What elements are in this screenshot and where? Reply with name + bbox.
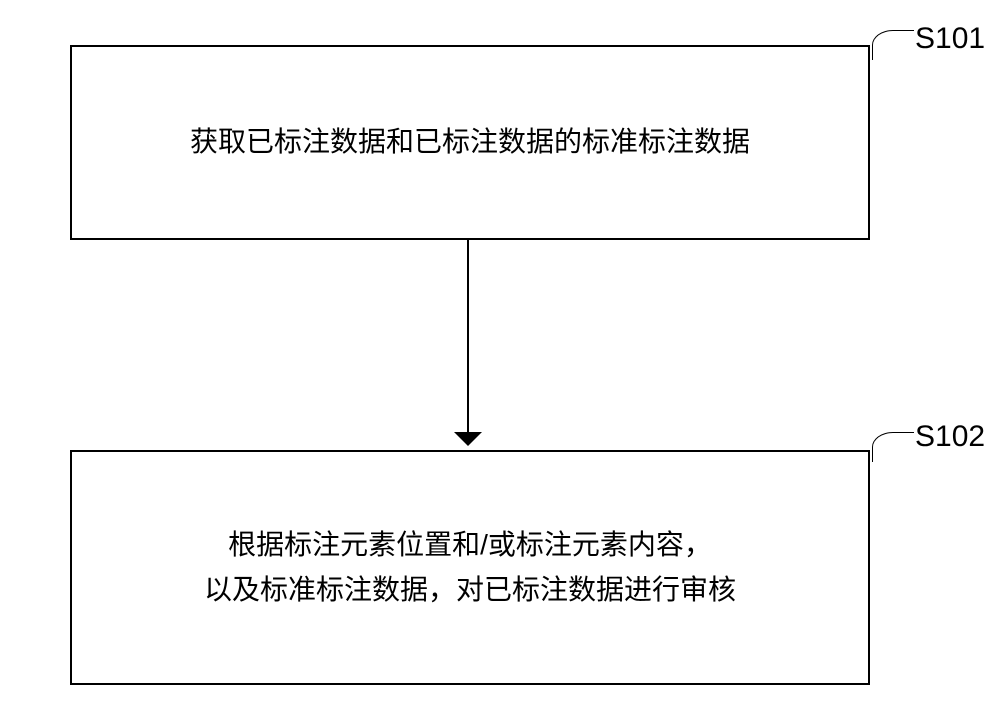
flow-node-s102-text: 根据标注元素位置和/或标注元素内容， 以及标准标注数据，对已标注数据进行审核 bbox=[204, 523, 736, 613]
flow-node-s101: 获取已标注数据和已标注数据的标准标注数据 bbox=[70, 45, 870, 240]
flow-node-s101-text: 获取已标注数据和已标注数据的标准标注数据 bbox=[190, 120, 750, 165]
flow-label-s101: S101 bbox=[915, 22, 985, 56]
flow-arrow-line bbox=[467, 240, 470, 434]
flow-label-s102: S102 bbox=[915, 420, 985, 454]
label-connector-s101 bbox=[872, 30, 914, 60]
flow-node-s102: 根据标注元素位置和/或标注元素内容， 以及标准标注数据，对已标注数据进行审核 bbox=[70, 450, 870, 685]
flow-arrow-head bbox=[454, 432, 482, 446]
label-connector-s102 bbox=[872, 432, 914, 462]
flowchart-container: 获取已标注数据和已标注数据的标准标注数据 S101 根据标注元素位置和/或标注元… bbox=[0, 0, 1000, 711]
